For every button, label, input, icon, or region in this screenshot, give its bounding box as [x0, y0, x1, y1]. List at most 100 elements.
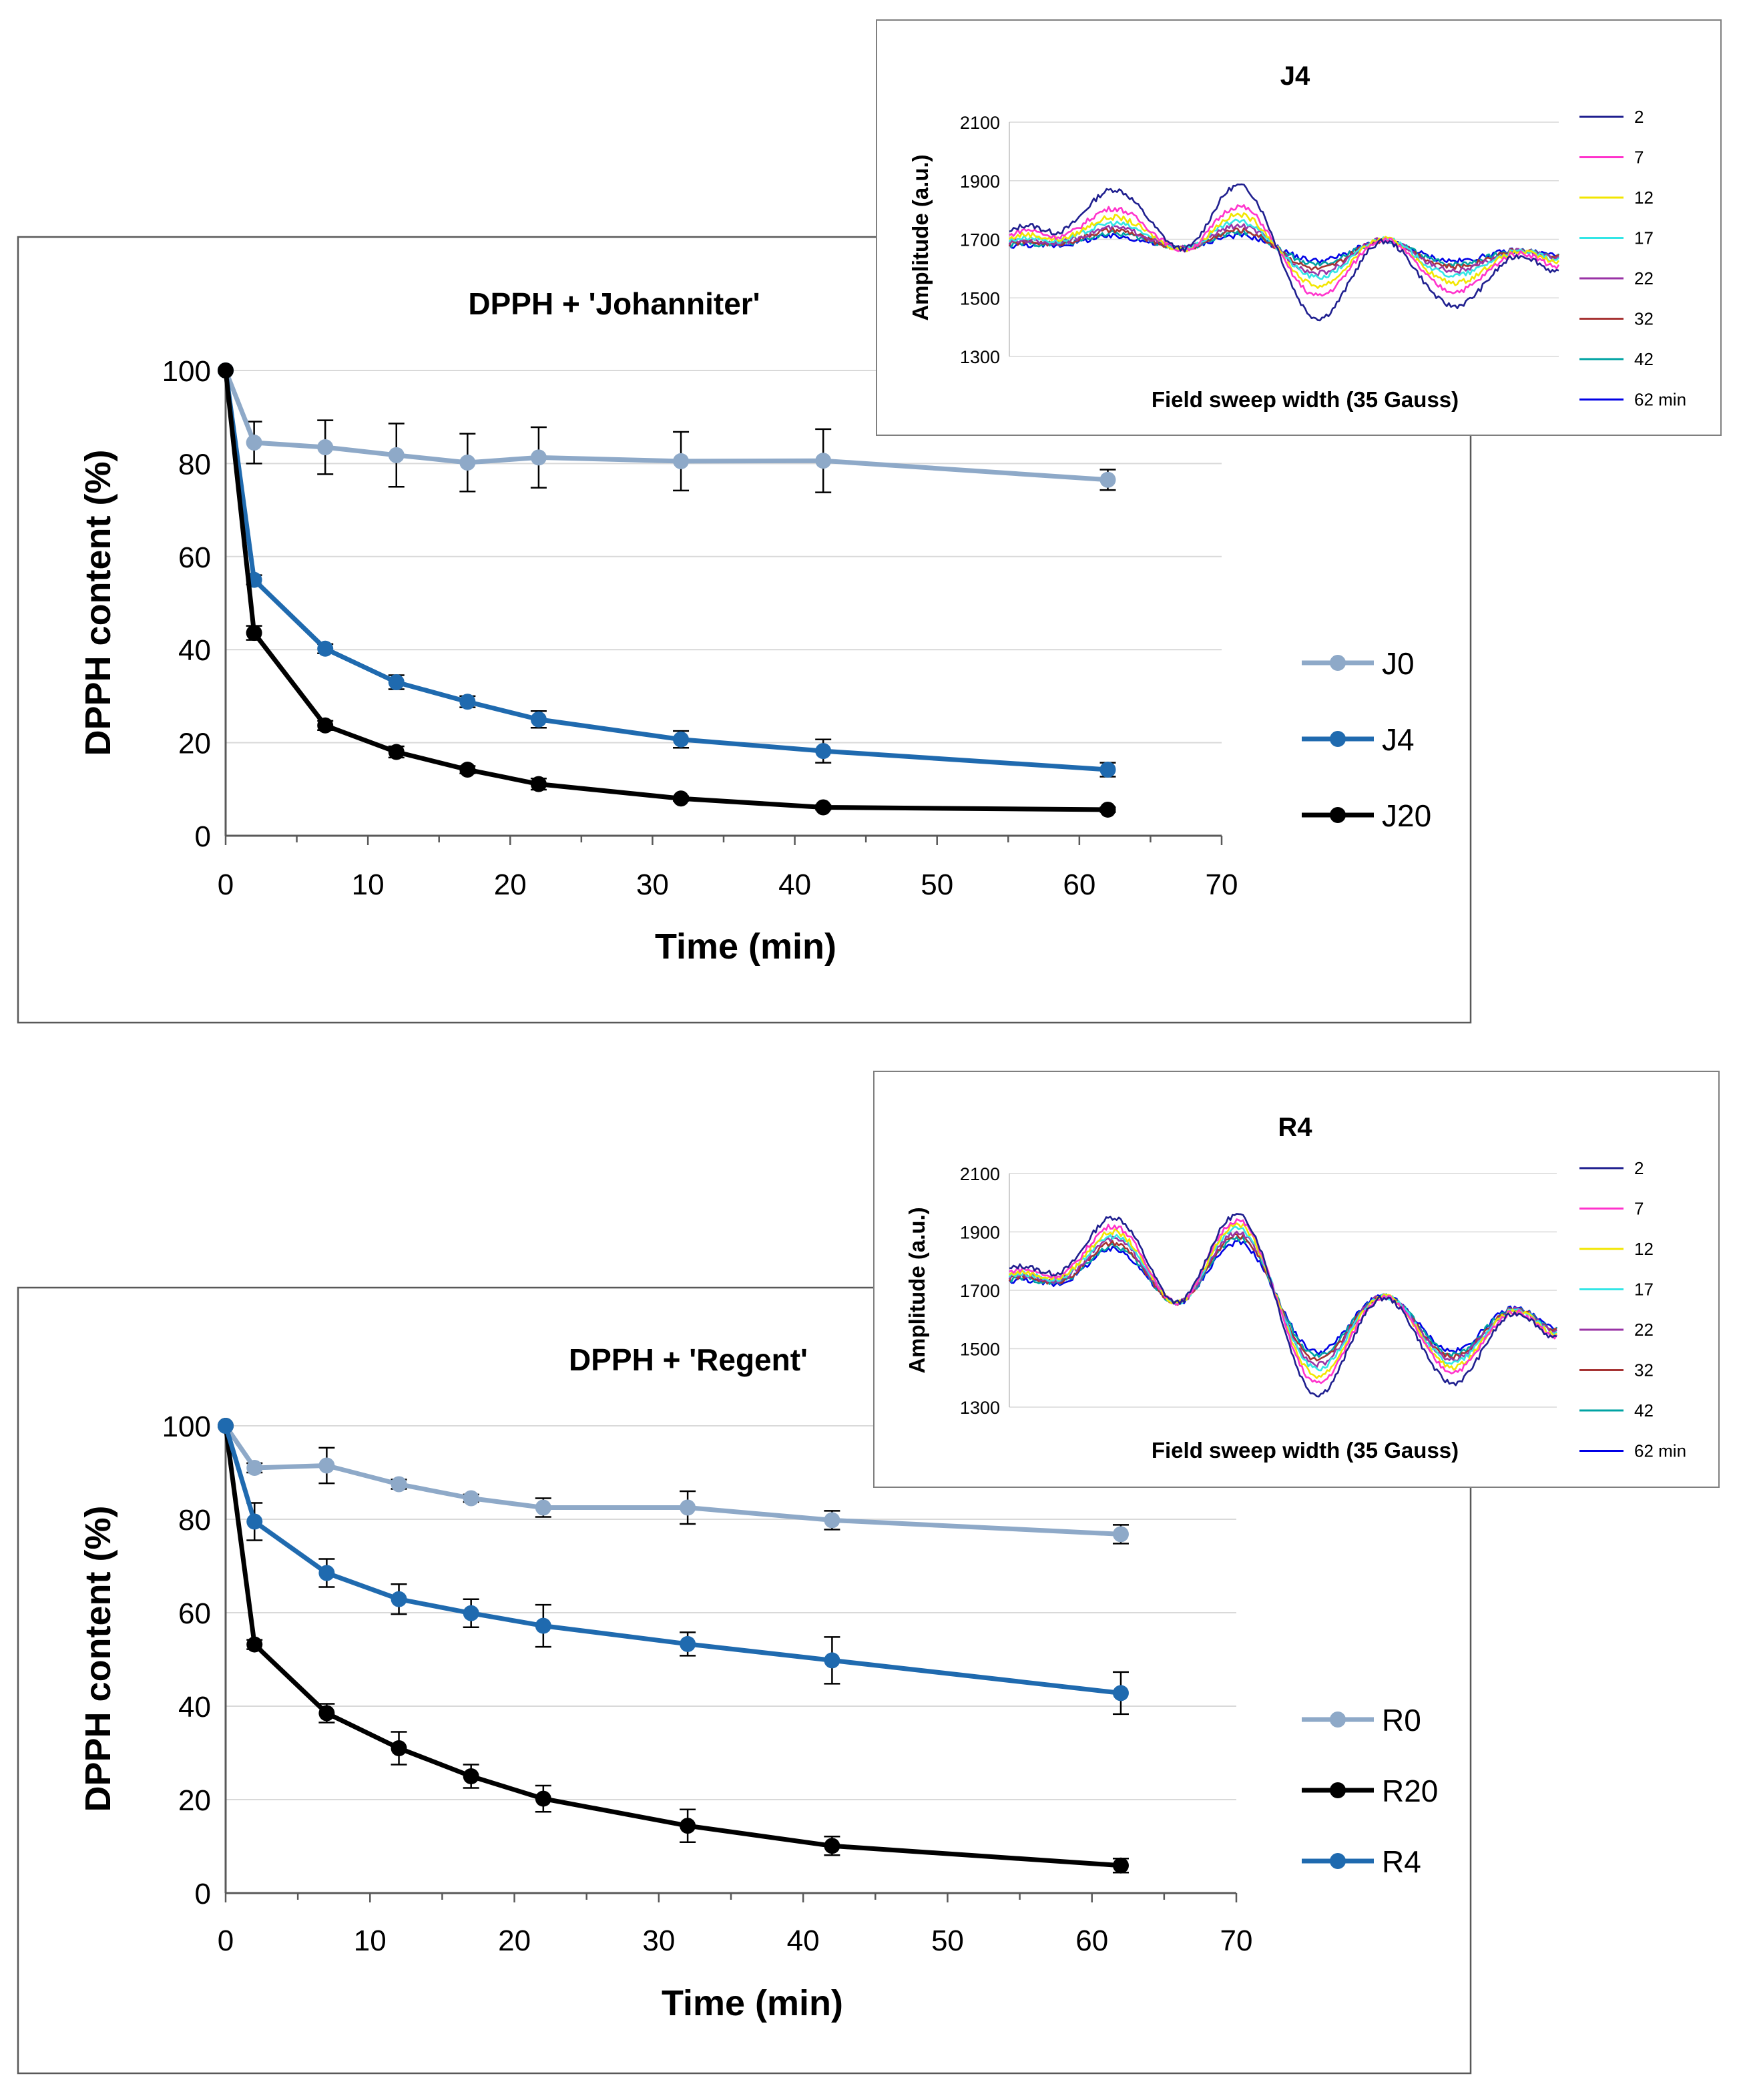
johanniter-point-j0	[317, 439, 334, 456]
j4_spectra-legend-item-2: 2	[1579, 107, 1644, 127]
johanniter-point-j20	[815, 799, 832, 816]
johanniter-point-j20	[530, 776, 547, 792]
r4_spectra-legend-label-62-min: 62 min	[1634, 1441, 1686, 1461]
johanniter-legend-label-j20: J20	[1382, 798, 1431, 833]
r4_spectra-legend-label-32: 32	[1634, 1360, 1654, 1380]
johanniter-y-tick-label: 60	[178, 541, 211, 574]
johanniter-point-j4	[317, 640, 334, 657]
r4_spectra-spectrum-32	[1008, 1233, 1557, 1362]
regent-legend-item-r0: R0	[1302, 1703, 1421, 1738]
regent-legend-marker-r20	[1330, 1782, 1346, 1798]
regent-x-tick-label: 0	[218, 1924, 234, 1957]
johanniter-chart-title: DPPH + 'Johanniter'	[468, 286, 760, 321]
r4_spectra-legend-item-42: 42	[1579, 1400, 1654, 1420]
johanniter-legend-marker-j20	[1330, 807, 1346, 823]
r4_spectra-y-tick-label: 1700	[960, 1281, 1000, 1301]
regent-legend-item-r4: R4	[1302, 1844, 1421, 1879]
johanniter-point-j0	[530, 449, 547, 466]
r4_spectra-y-tick-label: 1300	[960, 1398, 1000, 1418]
johanniter-point-j20	[388, 744, 405, 760]
regent-y-tick-label: 0	[195, 1878, 211, 1910]
j4_spectra-legend-label-62-min: 62 min	[1634, 390, 1686, 410]
johanniter-point-j20	[459, 762, 476, 778]
johanniter-legend-label-j4: J4	[1382, 722, 1415, 757]
johanniter-point-j0	[388, 447, 405, 463]
johanniter-point-j4	[673, 731, 690, 748]
johanniter-point-j4	[530, 711, 547, 728]
regent-point-r0	[535, 1499, 551, 1516]
regent-point-r20	[318, 1705, 335, 1722]
regent-point-r0	[1112, 1526, 1129, 1543]
regent-point-r4	[1112, 1685, 1129, 1701]
regent-point-r20	[824, 1838, 840, 1854]
j4_spectra-y-tick-label: 1700	[960, 230, 1000, 250]
j4_spectra-legend-item-42: 42	[1579, 349, 1654, 369]
johanniter-point-j4	[815, 743, 832, 760]
j4_spectra-legend-label-22: 22	[1634, 268, 1654, 288]
regent-x-tick-label: 10	[354, 1924, 387, 1957]
johanniter-legend-item-j0: J0	[1302, 646, 1415, 681]
regent-point-r4	[463, 1605, 479, 1621]
j4-spectra-inset: J4 1300 1500 1700 1900 2100 Amplitude (a.u.)…	[876, 19, 1722, 436]
j4-inset-border	[876, 19, 1722, 436]
regent-legend-marker-r4	[1330, 1853, 1346, 1869]
johanniter-y-tick-label: 100	[162, 355, 211, 388]
regent-y-tick-label: 80	[178, 1504, 211, 1537]
johanniter-x-tick-label: 0	[218, 868, 234, 901]
johanniter-point-j20	[673, 790, 690, 807]
regent-point-r20	[246, 1636, 263, 1653]
johanniter-x-tick-label: 50	[921, 868, 953, 901]
johanniter-series-j20	[218, 362, 1116, 818]
johanniter-y-tick-label: 80	[178, 448, 211, 481]
johanniter-series-j0	[218, 362, 1116, 493]
r4_spectra-legend-item-17: 17	[1579, 1280, 1654, 1300]
regent-x-tick-label: 20	[498, 1924, 531, 1957]
regent-x-tick-label: 60	[1075, 1924, 1108, 1957]
j4_spectra-legend-item-62-min: 62 min	[1579, 390, 1686, 410]
regent-x-axis-label: Time (min)	[662, 1983, 843, 2023]
johanniter-legend-marker-j0	[1330, 655, 1346, 671]
regent-chart-title: DPPH + 'Regent'	[569, 1342, 808, 1377]
r4-spectra-inset: R4 1300 1500 1700 1900 2100 Amplitude (a.u.)…	[873, 1071, 1720, 1488]
j4-inset-title: J4	[1280, 61, 1310, 91]
johanniter-y-tick-label: 20	[178, 728, 211, 760]
r4_spectra-legend-item-12: 12	[1579, 1239, 1654, 1259]
regent-x-tick-label: 70	[1220, 1924, 1253, 1957]
johanniter-point-j4	[388, 674, 405, 690]
regent-legend-label-r20: R20	[1382, 1774, 1438, 1808]
j4_spectra-legend-label-17: 17	[1634, 228, 1654, 248]
johanniter-point-j0	[459, 455, 476, 471]
johanniter-x-tick-label: 20	[494, 868, 527, 901]
regent-point-r20	[680, 1818, 696, 1834]
regent-legend-label-r4: R4	[1382, 1844, 1421, 1879]
regent-x-tick-label: 40	[787, 1924, 820, 1957]
regent-point-r4	[680, 1635, 696, 1652]
r4_spectra-legend-label-2: 2	[1634, 1158, 1644, 1178]
johanniter-point-j20	[317, 717, 334, 734]
j4_spectra-y-tick-label: 2100	[960, 113, 1000, 133]
r4-inset-title: R4	[1278, 1113, 1312, 1142]
johanniter-x-tick-label: 40	[778, 868, 811, 901]
johanniter-point-j4	[459, 694, 476, 710]
r4_spectra-y-tick-label: 2100	[960, 1164, 1000, 1184]
j4_spectra-legend-label-42: 42	[1634, 349, 1654, 369]
johanniter-y-axis-label: DPPH content (%)	[78, 450, 118, 756]
johanniter-point-j0	[1099, 471, 1116, 488]
johanniter-x-tick-label: 10	[352, 868, 385, 901]
r4_spectra-legend-label-17: 17	[1634, 1280, 1654, 1300]
johanniter-x-tick-label: 70	[1206, 868, 1238, 901]
regent-x-tick-label: 50	[931, 1924, 964, 1957]
regent-series-r20	[218, 1418, 1129, 1874]
j4_spectra-legend-item-17: 17	[1579, 228, 1654, 248]
regent-y-tick-label: 100	[162, 1410, 211, 1443]
r4-inset-y-label: Amplitude (a.u.)	[905, 1207, 929, 1373]
regent-y-tick-label: 60	[178, 1597, 211, 1630]
johanniter-point-j4	[1099, 762, 1116, 778]
j4_spectra-y-tick-label: 1900	[960, 172, 1000, 192]
regent-point-r20	[1112, 1857, 1129, 1874]
r4_spectra-legend-label-12: 12	[1634, 1239, 1654, 1259]
johanniter-legend-marker-j4	[1330, 731, 1346, 747]
regent-point-r4	[535, 1617, 551, 1634]
johanniter-legend-item-j4: J4	[1302, 722, 1415, 757]
